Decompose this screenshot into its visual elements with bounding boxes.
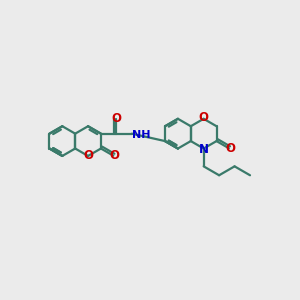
Text: O: O — [83, 149, 93, 162]
Text: O: O — [109, 149, 119, 162]
Text: N: N — [199, 142, 209, 156]
Text: O: O — [225, 142, 235, 155]
Text: O: O — [199, 111, 209, 124]
Text: O: O — [111, 112, 122, 125]
Text: NH: NH — [132, 130, 151, 140]
